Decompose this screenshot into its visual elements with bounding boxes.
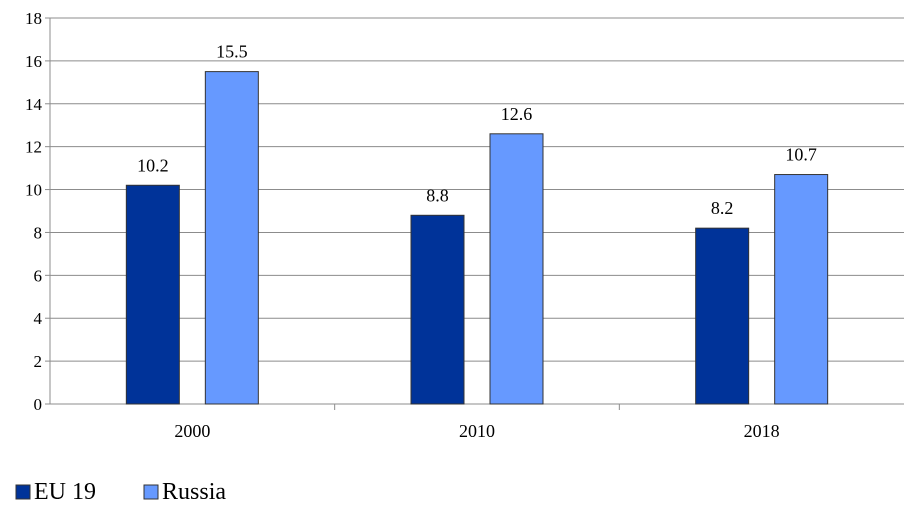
y-tick-label: 12 [25, 138, 42, 157]
bar-eu19-2018 [695, 227, 750, 405]
bar-russia-2018 [774, 174, 829, 405]
data-labels: 10.2 15.5 8.8 12.6 8.2 10.7 [137, 42, 817, 219]
y-tick-label: 0 [34, 395, 43, 414]
y-tick-label: 14 [25, 95, 43, 114]
data-label: 8.2 [711, 198, 734, 218]
bar-eu19-2000 [125, 184, 180, 405]
y-tick-label: 8 [34, 223, 43, 242]
legend-label: Russia [162, 479, 226, 505]
axes: 0 2 4 6 8 10 12 14 16 18 2000 2010 2018 [25, 9, 904, 441]
legend: EU 19 Russia [15, 479, 226, 505]
bar-eu19-2010 [410, 214, 465, 405]
legend-label: EU 19 [34, 479, 96, 505]
y-tick-label: 4 [34, 309, 43, 328]
data-label: 8.8 [426, 185, 449, 205]
y-tick-label: 6 [34, 266, 43, 285]
x-tick-label: 2010 [459, 421, 495, 441]
y-tick-label: 10 [25, 181, 42, 200]
data-label: 15.5 [216, 42, 248, 62]
y-tick-label: 16 [25, 52, 42, 71]
y-tick-label: 18 [25, 9, 42, 28]
bar-russia-2000 [204, 71, 259, 405]
legend-swatch-russia [143, 484, 159, 500]
x-tick-label: 2000 [174, 421, 210, 441]
data-label: 10.2 [137, 155, 169, 175]
bar-russia-2010 [489, 133, 544, 405]
x-tick-label: 2018 [744, 421, 780, 441]
data-label: 10.7 [785, 145, 817, 165]
bars [125, 71, 829, 405]
legend-swatch-eu19 [15, 484, 31, 500]
y-tick-label: 2 [34, 352, 43, 371]
data-label: 12.6 [501, 104, 533, 124]
gridlines [50, 17, 904, 362]
